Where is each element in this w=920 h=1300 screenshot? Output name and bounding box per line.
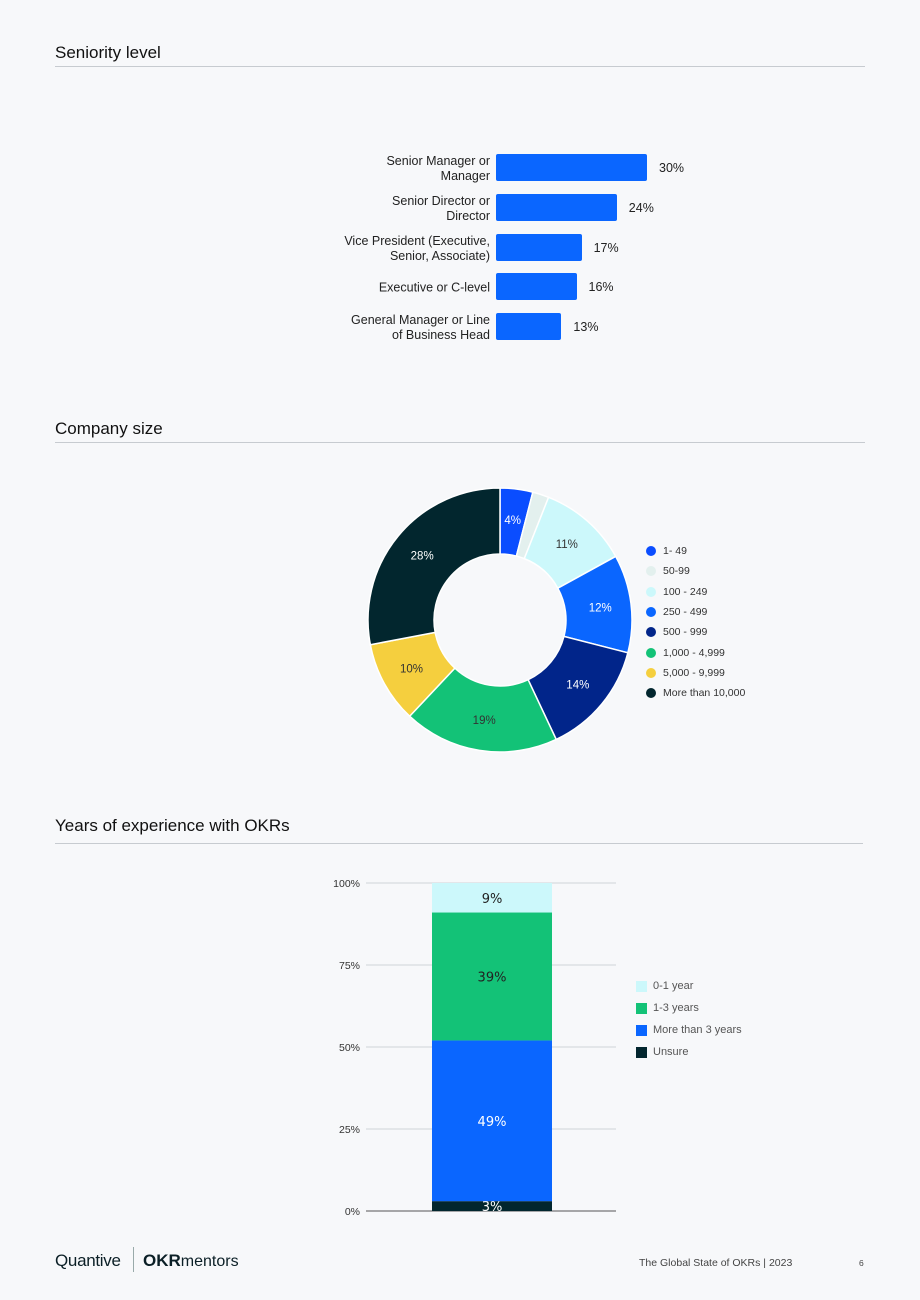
bar-category-label-line: Senior Manager or xyxy=(386,154,490,168)
section-title-seniority: Seniority level xyxy=(55,43,161,62)
stacked-segment-label: 49% xyxy=(478,1115,507,1130)
okr-mentors-logo: OKRmentors xyxy=(143,1251,239,1271)
bar-category-label: Vice President (Executive, Senior, Associ… xyxy=(320,234,490,264)
bar-category-label-line: Manager xyxy=(440,169,490,183)
donut-slice-label: 4% xyxy=(504,515,521,527)
bar xyxy=(496,273,577,301)
y-tick-label: 25% xyxy=(339,1124,360,1136)
bar-row: Executive or C-level 16% xyxy=(0,273,920,303)
y-tick-label: 50% xyxy=(339,1042,360,1054)
legend-swatch xyxy=(636,1003,647,1014)
legend-label: Unsure xyxy=(653,1046,689,1058)
legend-label: 5,000 - 9,999 xyxy=(663,666,725,679)
bar-value-label: 13% xyxy=(573,320,599,335)
page-number: 6 xyxy=(859,1258,864,1268)
legend-label: 100 - 249 xyxy=(663,585,708,598)
legend-swatch xyxy=(646,627,656,638)
bar xyxy=(496,193,617,221)
legend-swatch xyxy=(636,1047,647,1058)
y-tick-label: 100% xyxy=(333,878,360,890)
donut-slice-label: 19% xyxy=(473,715,496,727)
legend-swatch xyxy=(646,688,656,699)
quantive-logo: Quantive xyxy=(55,1251,121,1270)
divider xyxy=(55,66,865,67)
legend-swatch xyxy=(646,566,656,577)
report-title: The Global State of OKRs | 2023 xyxy=(639,1257,793,1269)
stacked-segment xyxy=(432,912,552,1041)
legend-swatch xyxy=(646,546,656,556)
bar-category-label: General Manager or Line of Business Head xyxy=(320,313,490,343)
legend-label: More than 10,000 xyxy=(663,687,746,700)
bar-category-label-line: Executive or C-level xyxy=(378,280,490,295)
donut-slice xyxy=(408,667,558,753)
legend-label: 500 - 999 xyxy=(663,626,708,639)
bar-category-label-line: Senior Director or xyxy=(392,193,490,208)
bar-category-label-line: General Manager or Line xyxy=(351,313,490,328)
donut-slice-label: 28% xyxy=(411,551,434,563)
stacked-segment-label: 39% xyxy=(478,970,507,985)
legend-swatch xyxy=(646,606,656,617)
stacked-segment xyxy=(432,883,552,913)
bar-value-label: 16% xyxy=(588,280,614,295)
divider xyxy=(55,442,865,443)
legend-label: 1- 49 xyxy=(663,545,687,557)
bar xyxy=(496,154,647,181)
legend-label: 1,000 - 4,999 xyxy=(663,646,725,659)
donut-slice-label: 11% xyxy=(556,539,578,551)
legend-swatch xyxy=(646,667,656,678)
donut-slice-label: 12% xyxy=(589,602,612,614)
legend-swatch xyxy=(636,981,647,992)
section-title-experience: Years of experience with OKRs xyxy=(55,816,290,835)
legend-swatch xyxy=(646,647,656,658)
divider xyxy=(55,843,863,844)
bar-row: Senior Director or Director 24% xyxy=(0,193,920,224)
stacked-segment-label: 9% xyxy=(482,892,503,907)
legend-swatch xyxy=(636,1025,647,1036)
bar-category-label: Senior Director or Director xyxy=(320,194,490,224)
bar-row: Senior Manager or Manager 30% xyxy=(0,154,920,184)
bar-category-label: Executive or C-level xyxy=(320,281,490,296)
y-tick-label: 75% xyxy=(339,960,360,972)
bar xyxy=(496,313,562,341)
legend-label: 1-3 years xyxy=(653,1002,699,1014)
bar-category-label-line: Vice President (Executive, xyxy=(344,233,490,248)
bar-row: Vice President (Executive, Senior, Associ… xyxy=(0,233,920,264)
logo-separator xyxy=(133,1247,134,1272)
bar-category-label-line: of Business Head xyxy=(392,328,490,343)
bar-value-label: 17% xyxy=(593,240,619,255)
donut-slice xyxy=(367,487,501,646)
mentors-logo-text: mentors xyxy=(180,1253,239,1270)
bar xyxy=(496,233,582,261)
okr-logo-text: OKR xyxy=(143,1251,181,1270)
company-size-donut-chart: 4% 11% 12% 14% 19% 10% 28% xyxy=(367,487,633,753)
stacked-segment xyxy=(432,1201,552,1211)
legend-swatch xyxy=(646,586,656,597)
y-tick-label: 0% xyxy=(345,1206,360,1218)
bar-category-label-line: Director xyxy=(446,208,490,223)
bar-category-label: Senior Manager or Manager xyxy=(320,154,490,184)
donut-slice-label: 14% xyxy=(566,679,589,691)
legend-label: 50-99 xyxy=(663,565,690,578)
stacked-segment-label: 3% xyxy=(482,1200,503,1215)
legend-label: More than 3 years xyxy=(653,1024,742,1036)
bar-value-label: 30% xyxy=(659,161,685,175)
experience-stacked-chart: 0% 25% 50% 75% 100% 3% 49% 39% 9% xyxy=(333,878,616,1218)
bar-category-label-line: Senior, Associate) xyxy=(389,248,490,263)
section-title-company-size: Company size xyxy=(55,419,163,438)
bar-value-label: 24% xyxy=(628,200,654,215)
bar-row: General Manager or Line of Business Head 1… xyxy=(0,313,920,343)
legend-label: 0-1 year xyxy=(653,980,694,992)
legend-label: 250 - 499 xyxy=(663,605,708,618)
stacked-segment xyxy=(432,1040,552,1202)
donut-slice-label: 10% xyxy=(400,664,423,676)
